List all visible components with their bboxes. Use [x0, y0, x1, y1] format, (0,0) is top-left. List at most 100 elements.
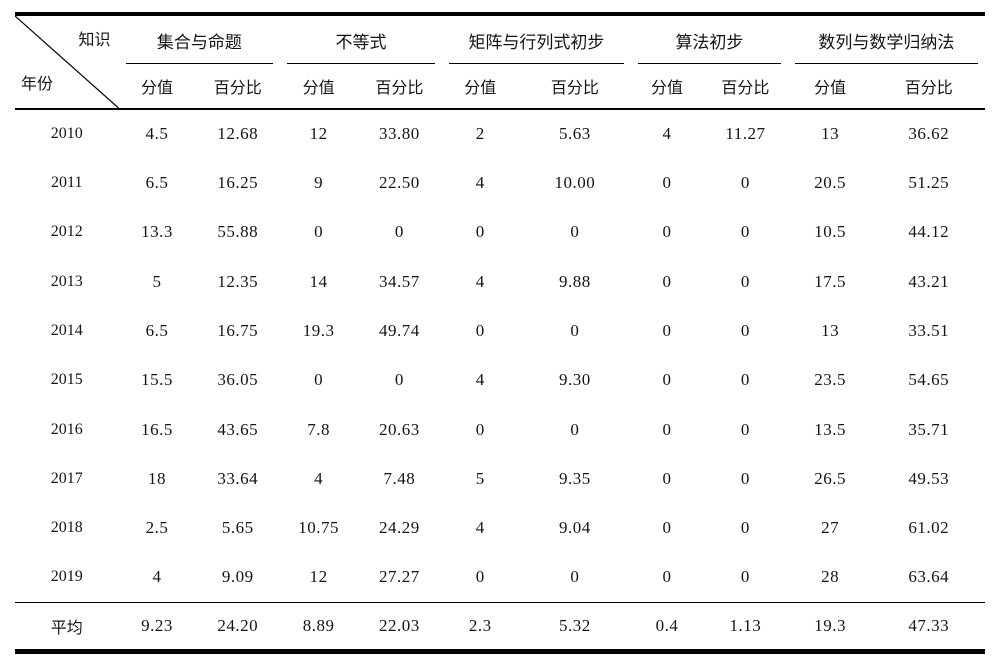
cell-value: 36.62 — [908, 124, 950, 144]
cell-value: 19.3 — [302, 320, 335, 340]
cell-value: 9.04 — [559, 518, 591, 538]
cell-value: 4.5 — [145, 124, 169, 144]
cell-value: 13.5 — [814, 419, 847, 439]
cell-value: 0 — [394, 370, 404, 390]
cell-value: 14 — [309, 271, 328, 291]
cell-value: 7.48 — [383, 468, 416, 488]
cell-value: 26.5 — [814, 468, 847, 488]
cell-value: 0 — [662, 468, 672, 488]
cell-value: 10.00 — [554, 172, 596, 192]
cell-value: 55.88 — [217, 222, 259, 242]
cell-value: 5 — [152, 271, 162, 291]
cell-value: 0 — [662, 271, 672, 291]
cell-value: 11.27 — [725, 124, 766, 144]
table-row: 2011 6.5 16.25 9 22.50 4 10.00 0 0 20.5 51.25 — [15, 158, 985, 207]
cell-value: 0 — [662, 419, 672, 439]
cell-value: 12 — [309, 124, 328, 144]
cell-value: 5 — [475, 468, 485, 488]
subheader-score: 分值 — [631, 64, 704, 110]
cell-value: 0 — [662, 567, 672, 587]
cell-value: 0 — [662, 518, 672, 538]
group-header-3: 矩阵与行列式初步 — [442, 14, 631, 64]
subheader-score: 分值 — [118, 64, 196, 110]
table-row: 2017 18 33.64 4 7.48 5 9.35 0 0 26.5 49.53 — [15, 454, 985, 503]
subheader-score: 分值 — [441, 64, 519, 110]
cell-value: 51.25 — [908, 172, 950, 192]
corner-label-knowledge: 知识 — [78, 32, 111, 49]
cell-value: 6.5 — [145, 172, 169, 192]
group-header-row: 知识 年份 集合与命题 不等式 矩阵与行列式初步 算法初步 数列与数学归纳法 — [15, 14, 985, 110]
cell-value: 35.71 — [908, 419, 950, 439]
corner-cell: 知识 年份 — [15, 14, 119, 110]
cell-value: 0 — [475, 222, 485, 242]
cell-value: 0 — [740, 172, 750, 192]
cell-value: 0.4 — [631, 601, 704, 652]
cell-value: 6.5 — [145, 320, 169, 340]
cell-value: 5.63 — [559, 124, 591, 144]
row-year-label: 2016 — [50, 420, 83, 438]
table-row: 2019 4 9.09 12 27.27 0 0 0 0 28 63.64 — [15, 553, 985, 602]
row-year-label: 2011 — [51, 173, 83, 191]
cell-value: 0 — [662, 172, 672, 192]
cell-value: 10.75 — [298, 518, 339, 538]
diagonal-divider-line — [15, 16, 119, 108]
subheader-score: 分值 — [787, 64, 873, 110]
cell-value: 16.25 — [217, 172, 259, 192]
cell-value: 0 — [662, 320, 672, 340]
cell-value: 0 — [740, 370, 750, 390]
cell-value: 24.29 — [379, 518, 420, 538]
cell-value: 1.13 — [703, 601, 788, 652]
cell-value: 4 — [475, 370, 485, 390]
cell-value: 13 — [821, 124, 840, 144]
subheader-percent: 百分比 — [703, 64, 788, 110]
cell-value: 0 — [740, 468, 750, 488]
cell-value: 4 — [475, 518, 485, 538]
row-year-label: 2013 — [50, 272, 83, 290]
cell-value: 9 — [314, 172, 324, 192]
average-row: 平均 9.23 24.20 8.89 22.03 2.3 5.32 0.4 1.13 19.3 47… — [15, 601, 985, 652]
knowledge-year-stats-table: 知识 年份 集合与命题 不等式 矩阵与行列式初步 算法初步 数列与数学归纳法 分值 百分比… — [15, 12, 985, 654]
cell-value: 22.50 — [379, 172, 420, 192]
cell-value: 20.5 — [814, 172, 847, 192]
table-row: 2010 4.5 12.68 12 33.80 2 5.63 4 11.27 13 36.62 — [15, 109, 985, 158]
table-row: 2014 6.5 16.75 19.3 49.74 0 0 0 0 13 33.51 — [15, 306, 985, 355]
table-body: 2010 4.5 12.68 12 33.80 2 5.63 4 11.27 13 36.62 201… — [15, 109, 985, 652]
cell-value: 49.53 — [908, 468, 950, 488]
cell-value: 13 — [821, 320, 840, 340]
cell-value: 54.65 — [908, 370, 950, 390]
subheader-percent: 百分比 — [195, 64, 281, 110]
cell-value: 28 — [821, 567, 840, 587]
cell-value: 27.27 — [379, 567, 420, 587]
cell-value: 10.5 — [814, 222, 847, 242]
cell-value: 63.64 — [908, 567, 950, 587]
cell-value: 0 — [475, 419, 485, 439]
cell-value: 12 — [309, 567, 328, 587]
cell-value: 0 — [740, 518, 750, 538]
cell-value: 15.5 — [141, 370, 173, 390]
cell-value: 4 — [662, 124, 672, 144]
group-header-5: 数列与数学归纳法 — [788, 14, 985, 64]
subheader-row: 分值 百分比 分值 百分比 分值 百分比 分值 百分比 分值 百分比 — [15, 64, 985, 110]
cell-value: 9.88 — [559, 271, 591, 291]
cell-value: 34.57 — [379, 271, 420, 291]
row-year-label: 2019 — [50, 568, 83, 586]
cell-value: 4 — [475, 172, 485, 192]
subheader-score: 分值 — [280, 64, 358, 110]
cell-value: 0 — [394, 222, 404, 242]
subheader-percent: 百分比 — [357, 64, 442, 110]
cell-value: 0 — [314, 370, 324, 390]
row-year-label: 平均 — [15, 601, 119, 652]
cell-value: 43.21 — [908, 271, 950, 291]
cell-value: 16.5 — [141, 419, 173, 439]
cell-value: 4 — [314, 468, 324, 488]
cell-value: 20.63 — [379, 419, 420, 439]
cell-value: 47.33 — [872, 601, 985, 652]
row-year-label: 2010 — [50, 125, 83, 143]
row-year-label: 2012 — [50, 223, 83, 241]
cell-value: 22.03 — [357, 601, 442, 652]
row-year-label: 2017 — [50, 469, 83, 487]
cell-value: 0 — [570, 320, 580, 340]
cell-value: 2.3 — [441, 601, 519, 652]
group-header-2: 不等式 — [280, 14, 442, 64]
